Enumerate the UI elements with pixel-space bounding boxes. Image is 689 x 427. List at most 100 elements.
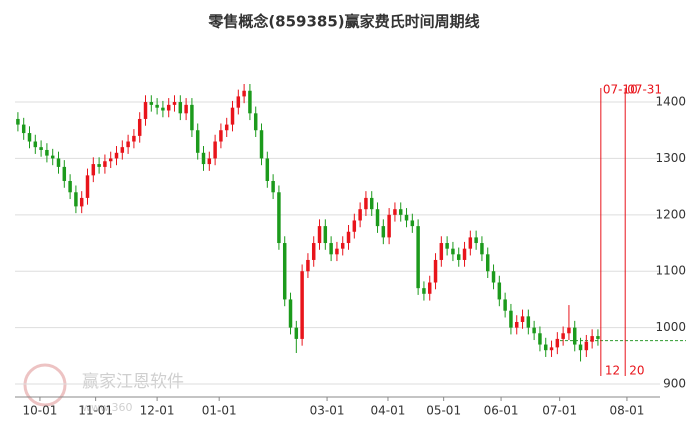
candle-body [451, 248, 455, 255]
candle-body [265, 158, 270, 181]
candle-body [410, 220, 415, 227]
time-line-date: 07-31 [627, 83, 662, 97]
candle-body [561, 333, 565, 339]
candle-body [422, 288, 426, 294]
time-line-count: 20 [629, 364, 644, 378]
candle-body [491, 271, 496, 283]
candle-body [50, 155, 55, 159]
candle-body [103, 161, 107, 167]
chart-title: 零售概念(859385)赢家费氏时间周期线 [207, 13, 479, 31]
watermark-logo [23, 363, 67, 407]
candle-body [474, 237, 478, 244]
candle-body [462, 248, 467, 260]
candle-body [166, 104, 171, 111]
candle-body [364, 197, 368, 210]
candle-body [567, 327, 571, 334]
candle-body [201, 152, 206, 165]
candle-body [172, 102, 177, 105]
candle-body [33, 141, 38, 148]
candle-body [184, 104, 188, 114]
candle-body [155, 104, 159, 108]
candle-body [468, 237, 473, 249]
candle-body [56, 158, 61, 167]
candle-body [277, 192, 281, 244]
x-tick-label: 05-01 [426, 404, 461, 418]
candle-body [253, 113, 258, 131]
candle-body [514, 321, 519, 328]
candle-body [311, 243, 316, 260]
candle-body [236, 96, 241, 108]
candle-body [137, 118, 142, 136]
candle-body [404, 214, 409, 221]
candle-body [224, 124, 229, 131]
candle-body [259, 130, 264, 159]
candle-body [190, 104, 194, 131]
candle-body [306, 259, 310, 272]
candle-body [456, 254, 461, 260]
candle-body [85, 175, 90, 198]
candle-body [91, 164, 96, 176]
candle-body [288, 299, 293, 328]
x-tick-label: 01-01 [202, 404, 237, 418]
watermark-url: www.360 [82, 401, 132, 414]
time-line-count: 12 [605, 364, 620, 378]
candle-body [271, 180, 275, 193]
candle-body [27, 133, 32, 142]
x-tick-label: 12-01 [140, 404, 175, 418]
candle-body [427, 282, 432, 294]
candle-body [323, 226, 328, 244]
x-tick-label: 03-01 [310, 404, 345, 418]
candle-body [520, 316, 525, 322]
x-tick-label: 04-01 [371, 404, 406, 418]
candle-body [97, 164, 101, 167]
candle-body [335, 248, 339, 255]
y-tick-label: 1200 [655, 207, 686, 221]
candle-body [393, 209, 397, 215]
candle-body [108, 158, 113, 162]
candle-body [16, 118, 20, 125]
x-tick-label: 08-01 [610, 404, 645, 418]
candle-body [74, 192, 78, 207]
candle-body [68, 180, 72, 193]
candle-body [538, 333, 542, 345]
time-line-date: 07-10 [603, 83, 638, 97]
candle-body [346, 231, 351, 244]
candle-body [149, 102, 154, 105]
candle-body [526, 316, 531, 328]
candle-body [416, 226, 420, 289]
candle-body [230, 107, 235, 125]
candle-body [543, 344, 548, 351]
candle-body [219, 130, 223, 142]
candle-body [480, 243, 484, 255]
candle-body [45, 149, 49, 156]
candle-body [387, 214, 391, 238]
candle-body [555, 338, 560, 348]
candle-body [282, 243, 287, 300]
candle-body [352, 220, 357, 232]
candle-body [549, 347, 554, 351]
x-tick-label: 10-01 [23, 404, 58, 418]
candle-body [195, 130, 200, 153]
candle-body [161, 107, 165, 111]
candle-body [143, 102, 148, 119]
candle-body [132, 135, 136, 142]
candle-body [39, 147, 43, 150]
y-tick-label: 900 [663, 377, 686, 391]
candle-body [62, 166, 67, 181]
y-tick-label: 1300 [655, 151, 686, 165]
candle-body [572, 327, 577, 345]
candle-body [300, 271, 304, 339]
candle-body [398, 209, 403, 215]
candle-body [242, 90, 246, 97]
candle-body [532, 327, 536, 334]
candle-body [381, 226, 386, 238]
candle-body [584, 341, 589, 351]
candle-body [485, 254, 490, 272]
x-tick-label: 06-01 [484, 404, 519, 418]
candle-body [120, 147, 125, 153]
candle-body [503, 299, 507, 311]
candle-body [340, 243, 345, 249]
candle-body [207, 158, 212, 165]
y-tick-label: 1100 [655, 264, 686, 278]
